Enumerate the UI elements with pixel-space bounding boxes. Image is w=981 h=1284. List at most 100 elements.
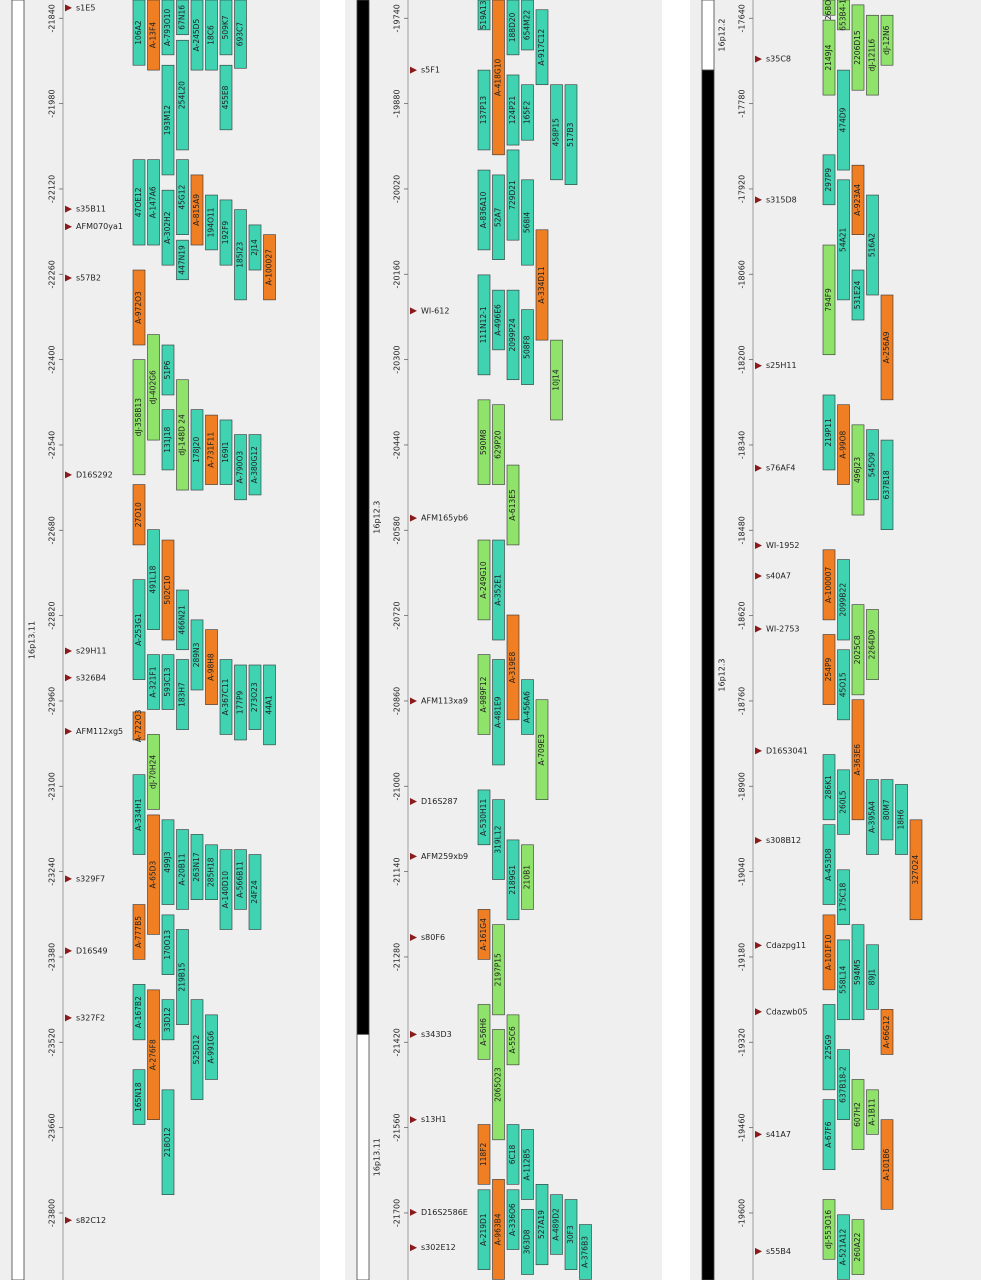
clone [851,699,865,821]
clone-label: A-321F1 [149,666,158,697]
clone-label: 89J1 [868,969,877,986]
sts-label: WI-1952 [766,541,800,550]
clone [521,84,534,141]
clone [866,1089,879,1135]
clone [506,74,520,146]
clone-label: A-66G12 [882,1015,891,1048]
clone [851,924,865,1021]
clone [234,209,247,301]
sts-marker [410,1244,417,1252]
clone-label: 447N19 [178,245,187,275]
clone-label: 466N21 [178,605,187,635]
clone-label: dJ-12N6 [882,25,891,55]
tick-label: -20440 [393,431,402,459]
sts-label: s25H11 [766,361,797,370]
tick-label: -17780 [738,89,747,117]
tick-label: -20580 [393,516,402,544]
clone-label: 637B18-2 [839,1066,848,1103]
panel: 16p13.11 -21840 -21980 -22120 -22260 -22400 -2… [0,0,320,1281]
clone-label: A-777B5 [134,916,143,948]
sts-label: s5F1 [421,66,440,75]
clone [161,344,175,396]
clone-label: 260L5 [839,790,848,813]
clone [822,19,836,96]
tick-label: -23380 [48,943,57,971]
clone-label: 517B3 [566,122,575,146]
clone-label: A-161G4 [479,918,488,951]
clone [205,844,218,900]
clone-label: 131J18 [163,427,172,453]
sts-label: s76AF4 [766,464,796,473]
sts-label: WI-2753 [766,625,800,634]
tick-label: -20300 [393,345,402,373]
clone-label: A-815A9 [192,194,201,226]
clone-label: 67N16 [178,5,187,30]
sts-label: D16S49 [76,946,108,955]
sts-marker [755,1130,762,1138]
sts-marker [65,647,72,655]
clone-label: A-395A4 [868,801,877,833]
clone [190,834,204,900]
band [356,1033,370,1281]
clone-label: 210B1 [523,865,532,889]
clone-label: A-219D1 [479,1213,488,1246]
clone [248,434,262,496]
clone [477,69,491,151]
clone [837,559,850,641]
clone-label: 491L18 [149,565,158,593]
tick-label: -21280 [393,943,402,971]
sts-label: s55B4 [766,1247,791,1256]
clone [132,159,146,246]
clone [234,434,247,501]
clone-label: 24F24 [250,880,259,904]
clone-label: A-367C11 [221,678,230,715]
clone [837,869,850,925]
clone [161,189,175,266]
clone [909,819,923,921]
clone-label: 165N18 [134,1082,143,1112]
sts-label: s327F2 [76,1013,105,1022]
sts-label: s35B11 [76,205,106,214]
clone [205,0,218,71]
clone-label: 219B15 [178,962,187,991]
clone [492,174,505,260]
clone [492,799,505,880]
clone [219,0,233,56]
clone-label: 254L20 [178,81,187,109]
clone-label: 6C18 [508,1144,517,1164]
tick-label: -23100 [48,772,57,800]
clone [132,711,146,741]
clone-label: A-1B11 [868,1098,877,1125]
clone [837,1214,850,1280]
clone-label: 594M5 [853,959,862,985]
clone [477,399,491,485]
clone-label: 193M12 [163,105,172,136]
sts-label: s315D8 [766,195,797,204]
tick-label: -23520 [48,1028,57,1056]
band-label: 16p13.11 [28,621,37,659]
clone [132,984,146,1041]
clone [234,849,247,910]
clone [132,904,146,960]
clone-label: 496J23 [853,457,862,483]
clone-label: A-302H2 [163,211,172,244]
clone-label: 80M7 [882,799,891,820]
clone-label: 474D9 [839,107,848,132]
clone [132,1069,146,1125]
clone-label: 509K7 [221,15,230,39]
clone [506,1014,520,1066]
clone [248,224,262,271]
clone [161,409,175,471]
clone-label: 260A22 [853,1232,862,1261]
clone [837,769,850,835]
tick-label: -20020 [393,175,402,203]
sts-label: AFM112xg5 [76,727,123,736]
clone [263,664,276,746]
tick-label: -21140 [393,857,402,885]
panel: 16p12.2 16p12.3 -17640 -17780 -17920 -18060 -1… [690,0,981,1281]
clone-label: 10J14 [552,369,561,391]
clone-label: 629P20 [494,430,503,459]
clone-label: 51P6 [163,360,172,379]
clone-label: 590M8 [479,429,488,455]
clone [880,439,894,530]
